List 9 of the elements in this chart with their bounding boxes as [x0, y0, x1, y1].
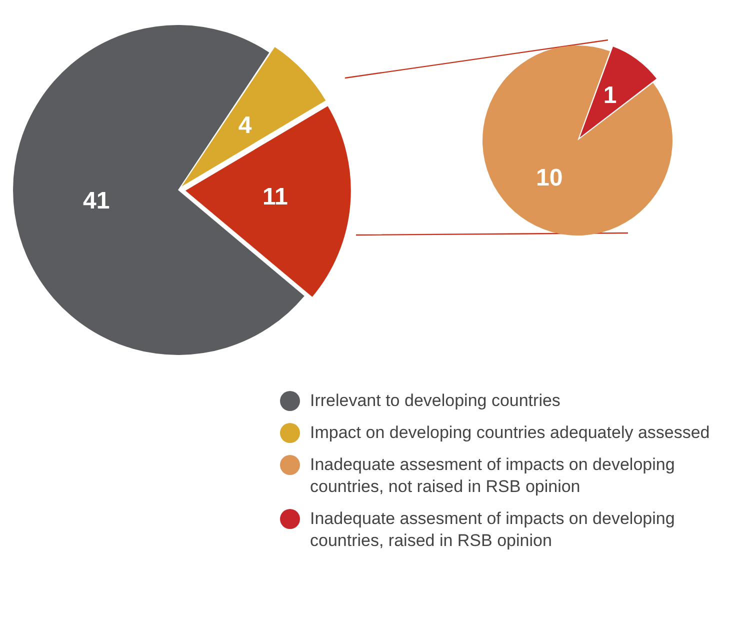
legend-label: Inadequate assesment of impacts on developing countries, not raised in RSB opinion — [310, 454, 676, 498]
legend-label: Inadequate assesment of impacts on developing countries, raised in RSB opinion — [310, 508, 676, 552]
data-label: 4 — [238, 112, 252, 139]
data-label: 1 — [603, 82, 617, 109]
legend-label: Impact on developing countries adequately assessed — [310, 422, 710, 444]
data-label: 41 — [82, 187, 110, 214]
data-label: 10 — [536, 164, 563, 192]
legend-label: Irrelevant to developing countries — [310, 390, 560, 412]
data-label: 11 — [262, 184, 288, 211]
